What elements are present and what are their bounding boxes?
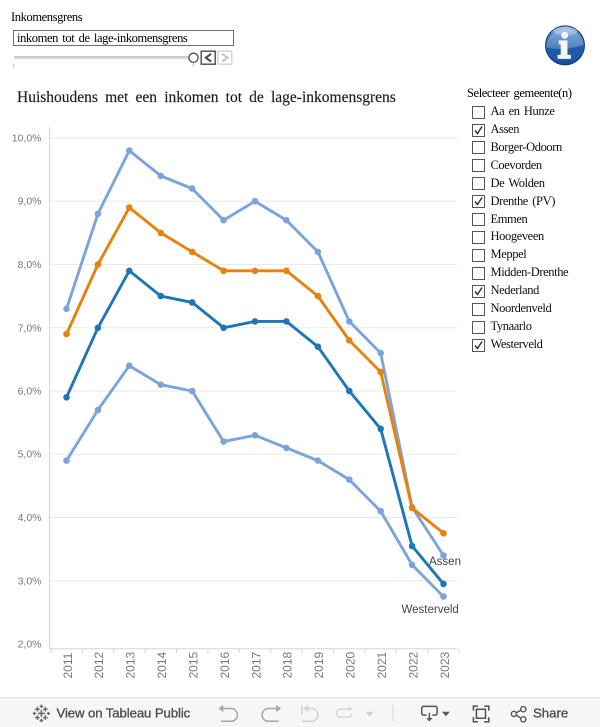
svg-text:Westerveld: Westerveld — [402, 604, 459, 616]
svg-text:2013: 2013 — [124, 651, 138, 678]
svg-text:2015: 2015 — [187, 651, 201, 678]
svg-text:2022: 2022 — [406, 651, 420, 678]
svg-text:3,0%: 3,0% — [18, 575, 42, 587]
svg-text:10,0%: 10,0% — [12, 133, 42, 145]
svg-text:6,0%: 6,0% — [18, 386, 42, 398]
svg-text:7,0%: 7,0% — [18, 322, 42, 334]
svg-text:2016: 2016 — [218, 651, 232, 678]
svg-text:2014: 2014 — [155, 651, 169, 678]
svg-text:4,0%: 4,0% — [18, 512, 42, 524]
svg-text:Assen: Assen — [429, 556, 461, 568]
svg-text:5,0%: 5,0% — [18, 449, 42, 461]
svg-text:2018: 2018 — [281, 651, 295, 678]
svg-text:2012: 2012 — [92, 651, 106, 678]
svg-text:2017: 2017 — [249, 651, 263, 678]
svg-text:2011: 2011 — [61, 652, 75, 678]
svg-text:8,0%: 8,0% — [18, 259, 42, 271]
svg-text:Share: Share — [533, 705, 568, 720]
svg-text:9,0%: 9,0% — [18, 196, 42, 208]
svg-text:2020: 2020 — [344, 651, 358, 678]
svg-text:2021: 2021 — [375, 651, 389, 678]
svg-text:2019: 2019 — [312, 651, 326, 678]
svg-text:2,0%: 2,0% — [18, 639, 42, 651]
svg-text:2023: 2023 — [438, 651, 452, 678]
svg-text:View on Tableau Public: View on Tableau Public — [57, 705, 191, 720]
